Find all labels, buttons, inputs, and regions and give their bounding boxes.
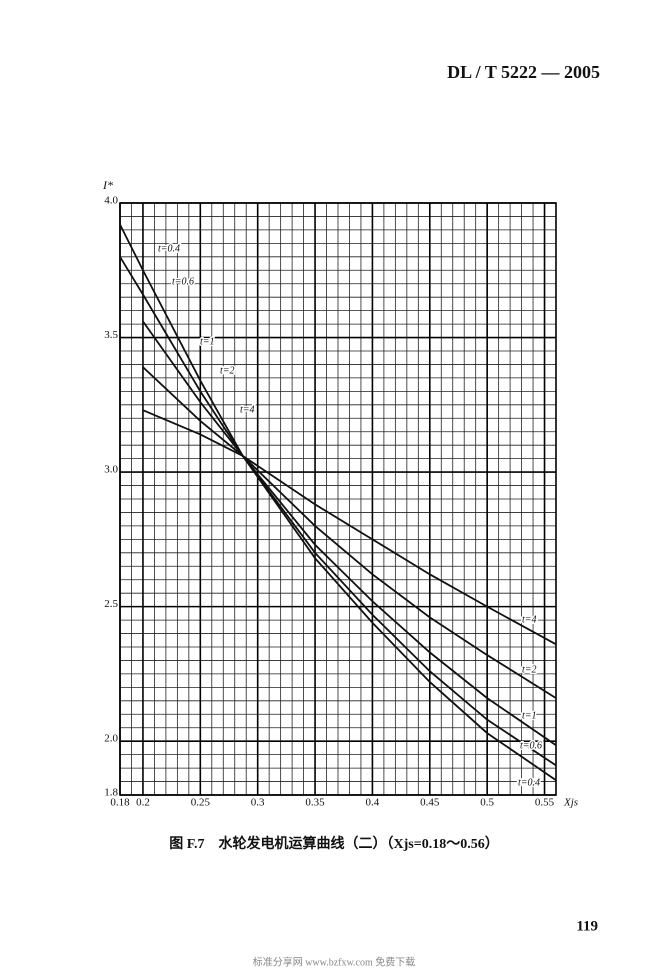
- y-tick-label: 2.5: [104, 598, 118, 610]
- header-code: DL / T 5222 — 2005: [447, 62, 600, 82]
- curve-label: t=4: [240, 404, 255, 415]
- y-tick-label: 3.5: [104, 329, 118, 341]
- x-tick-label: 0.3: [251, 797, 265, 809]
- x-tick-label: 0.45: [420, 797, 440, 809]
- x-tick-label: 0.2: [136, 797, 150, 809]
- curve-label: t=1: [522, 710, 537, 721]
- curve-label: t=4: [522, 614, 537, 625]
- curve: [119, 256, 557, 767]
- y-tick-label: 4.0: [104, 195, 118, 207]
- x-tick-label: 0.18: [110, 797, 130, 809]
- y-axis-label: I*: [102, 178, 113, 192]
- curve-label: t=2: [522, 664, 537, 675]
- x-tick-label: 0.55: [535, 797, 555, 809]
- y-tick-label: 2.0: [104, 733, 118, 745]
- curve-label: t=2: [220, 365, 235, 376]
- curve: [142, 320, 557, 746]
- y-tick-label: 3.0: [104, 464, 118, 476]
- curve-label: t=0.4: [518, 777, 540, 788]
- curve: [119, 224, 557, 781]
- figure-caption: 图 F.7 水轮发电机运算曲线（二）（Xjs=0.18～0.56）: [169, 835, 498, 852]
- curve-label: t=0.6: [172, 276, 194, 287]
- curve: [142, 366, 557, 699]
- page-number: 119: [576, 918, 598, 934]
- x-tick-label: 0.25: [191, 797, 211, 809]
- x-tick-label: 0.4: [366, 797, 380, 809]
- footer-watermark: 标准分享网 www.bzfxw.com 免费下载: [253, 955, 416, 968]
- curve-label: t=1: [200, 336, 215, 347]
- y-tick-label: 1.8: [104, 787, 118, 799]
- curve: [142, 409, 557, 646]
- x-tick-label: 0.5: [480, 797, 494, 809]
- x-axis-label: Xjs: [563, 797, 578, 809]
- curve-label: t=0.4: [158, 243, 180, 254]
- x-tick-label: 0.35: [305, 797, 325, 809]
- curve-label: t=0.6: [520, 740, 542, 751]
